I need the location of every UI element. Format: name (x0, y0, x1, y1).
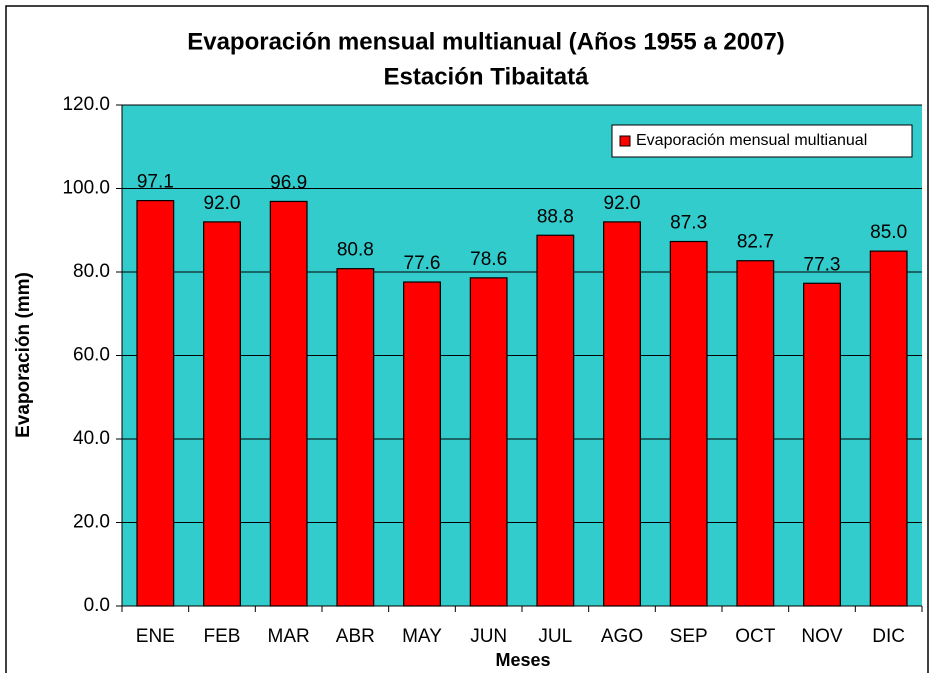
y-tick-label: 0.0 (84, 595, 110, 616)
y-tick-label: 80.0 (73, 261, 110, 282)
value-label: 78.6 (470, 249, 507, 270)
bar (536, 234, 575, 607)
bar (603, 221, 641, 607)
value-label: 85.0 (870, 222, 907, 243)
x-tick-label: MAY (402, 626, 442, 647)
x-tick-label: DIC (872, 626, 905, 647)
x-axis-label: Meses (495, 650, 550, 670)
x-tick-label: AGO (601, 626, 643, 647)
bar (336, 268, 375, 607)
bar (736, 260, 775, 607)
bar (269, 200, 308, 607)
x-tick-label: OCT (735, 626, 776, 647)
value-label: 92.0 (204, 193, 241, 214)
chart-subtitle: Estación Tibaitatá (384, 63, 590, 90)
value-label: 88.8 (537, 206, 574, 227)
x-tick-label: ABR (336, 626, 375, 647)
x-tick-label: SEP (670, 626, 708, 647)
x-tick-label: JUL (538, 626, 572, 647)
bar (403, 281, 441, 607)
legend-box (611, 124, 913, 158)
chart-title: Evaporación mensual multianual (Años 195… (187, 28, 785, 55)
legend-swatch (619, 135, 631, 147)
value-label: 92.0 (604, 193, 641, 214)
x-tick-label: NOV (801, 626, 843, 647)
value-label: 97.1 (137, 172, 174, 193)
y-axis-label: Evaporación (mm) (13, 272, 34, 438)
bar (203, 221, 241, 607)
y-tick-label: 100.0 (62, 178, 110, 199)
bar (136, 200, 175, 607)
value-label: 77.6 (404, 253, 441, 274)
bar (869, 250, 908, 607)
y-tick-label: 120.0 (62, 94, 110, 115)
x-tick-label: ENE (136, 626, 175, 647)
value-label: 96.9 (270, 172, 307, 193)
bar (803, 282, 841, 607)
x-tick-label: MAR (268, 626, 310, 647)
y-tick-label: 40.0 (73, 428, 110, 449)
bar (469, 277, 508, 607)
legend-label: Evaporación mensual multianual (636, 132, 867, 149)
value-label: 82.7 (737, 232, 774, 253)
value-label: 77.3 (804, 254, 841, 275)
value-label: 87.3 (670, 213, 707, 234)
y-tick-label: 20.0 (73, 512, 110, 533)
bar (669, 240, 708, 607)
x-tick-label: FEB (204, 626, 241, 647)
y-tick-label: 60.0 (73, 345, 110, 366)
value-label: 80.8 (337, 240, 374, 261)
x-tick-label: JUN (470, 626, 507, 647)
